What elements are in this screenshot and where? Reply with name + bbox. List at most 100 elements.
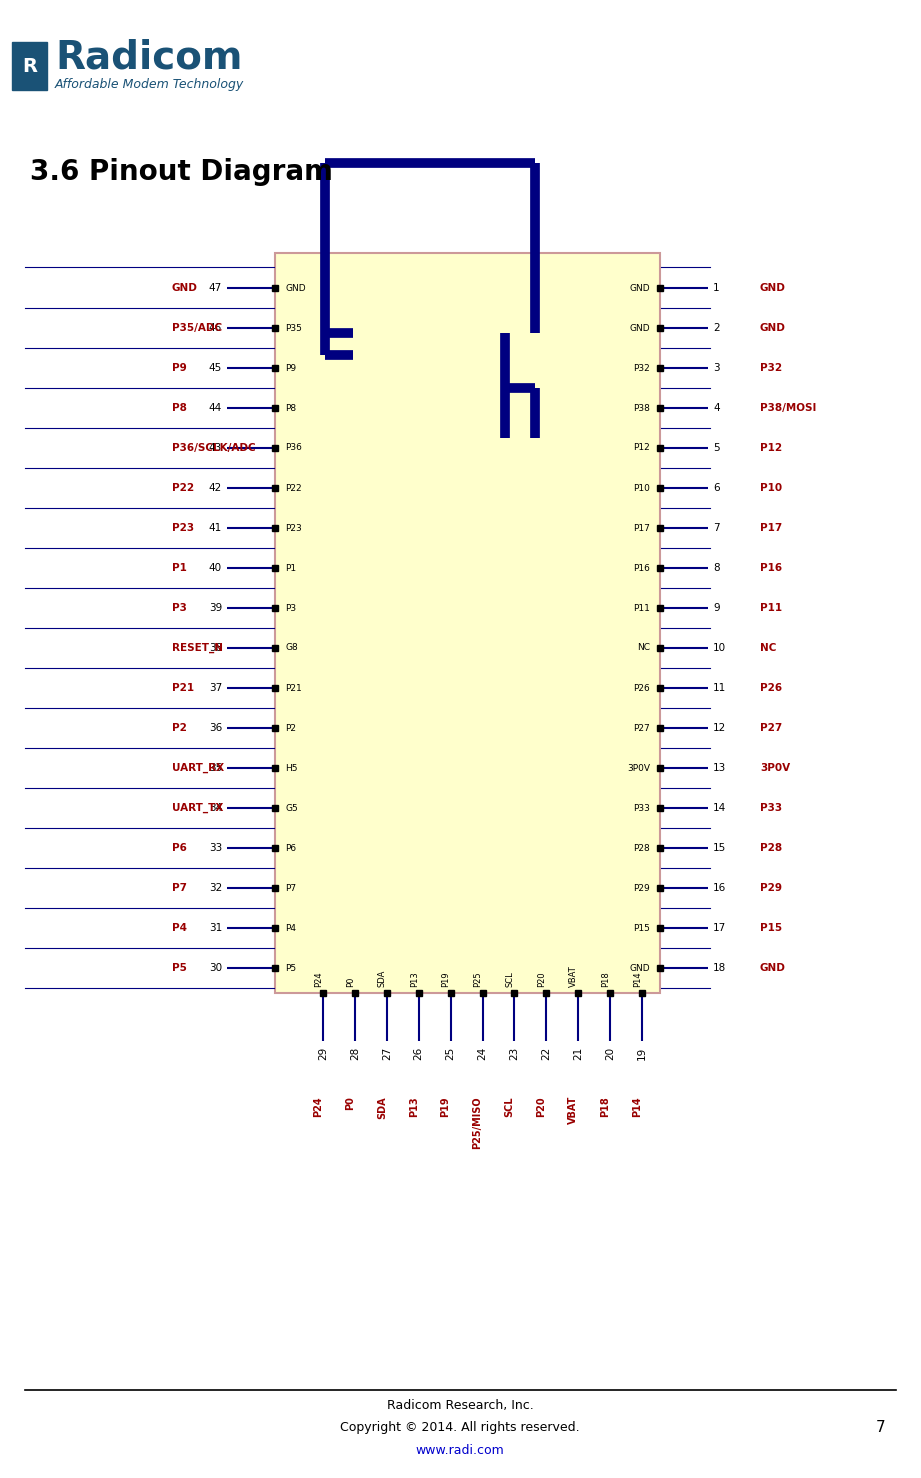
Text: P24: P24 — [313, 1097, 323, 1116]
Text: P32: P32 — [634, 364, 650, 372]
Text: P3: P3 — [285, 603, 297, 612]
Text: 3.6 Pinout Diagram: 3.6 Pinout Diagram — [30, 158, 333, 186]
Text: P21: P21 — [285, 683, 302, 693]
Text: 43: 43 — [209, 443, 222, 452]
Text: 28: 28 — [350, 1046, 360, 1060]
Text: P1: P1 — [172, 563, 187, 573]
Text: P4: P4 — [172, 922, 187, 933]
Text: 12: 12 — [713, 723, 727, 733]
Text: 4: 4 — [713, 403, 719, 412]
Text: NC: NC — [637, 643, 650, 652]
Text: P23: P23 — [172, 523, 194, 534]
Text: P36/SCLK/ADC: P36/SCLK/ADC — [172, 443, 256, 452]
Text: P24: P24 — [314, 971, 323, 987]
Text: 15: 15 — [713, 842, 727, 853]
Text: P19: P19 — [441, 971, 450, 987]
Text: 10: 10 — [713, 643, 726, 653]
Text: P27: P27 — [760, 723, 782, 733]
Text: 34: 34 — [209, 803, 222, 813]
Text: P35/ADC: P35/ADC — [172, 324, 222, 333]
Text: P9: P9 — [172, 364, 187, 372]
Text: GND: GND — [760, 324, 786, 333]
Text: P18: P18 — [600, 1097, 610, 1117]
Text: P8: P8 — [172, 403, 187, 412]
Text: 1: 1 — [713, 282, 719, 293]
Text: P15: P15 — [633, 924, 650, 933]
Text: 7: 7 — [713, 523, 719, 534]
Text: P2: P2 — [172, 723, 187, 733]
Text: 25: 25 — [446, 1046, 456, 1060]
Text: GND: GND — [760, 282, 786, 293]
Text: P2: P2 — [285, 724, 296, 733]
Text: P21: P21 — [172, 683, 194, 693]
Text: P4: P4 — [285, 924, 296, 933]
Text: SCL: SCL — [506, 971, 515, 987]
Text: P12: P12 — [634, 443, 650, 452]
Text: P12: P12 — [760, 443, 782, 452]
Text: NC: NC — [760, 643, 776, 653]
Text: P14: P14 — [633, 971, 642, 987]
Text: 3P0V: 3P0V — [760, 763, 790, 773]
Text: UART_RX: UART_RX — [172, 763, 224, 773]
Text: 27: 27 — [382, 1046, 391, 1060]
Text: 18: 18 — [713, 964, 727, 973]
Text: VBAT: VBAT — [568, 1097, 578, 1125]
Text: 22: 22 — [542, 1046, 552, 1060]
Text: P16: P16 — [760, 563, 782, 573]
Text: GND: GND — [629, 964, 650, 973]
Text: P38: P38 — [633, 403, 650, 412]
Text: 39: 39 — [209, 603, 222, 613]
Text: Copyright © 2014. All rights reserved.: Copyright © 2014. All rights reserved. — [340, 1422, 580, 1435]
Text: P27: P27 — [634, 724, 650, 733]
Text: SDA: SDA — [378, 970, 387, 987]
Text: GND: GND — [760, 964, 786, 973]
Text: 3: 3 — [713, 364, 719, 372]
Text: Affordable Modem Technology: Affordable Modem Technology — [55, 78, 244, 92]
Text: P17: P17 — [760, 523, 782, 534]
Text: 8: 8 — [713, 563, 719, 573]
Text: SCL: SCL — [505, 1097, 515, 1116]
Text: GND: GND — [629, 284, 650, 293]
Text: 6: 6 — [713, 483, 719, 494]
Text: P17: P17 — [633, 523, 650, 532]
Text: GND: GND — [285, 284, 306, 293]
Text: 37: 37 — [209, 683, 222, 693]
Text: 47: 47 — [209, 282, 222, 293]
Text: 3P0V: 3P0V — [627, 764, 650, 773]
Text: GND: GND — [629, 324, 650, 333]
Text: G5: G5 — [285, 804, 297, 813]
Text: 32: 32 — [209, 882, 222, 893]
Text: P25: P25 — [473, 971, 483, 987]
Text: P20: P20 — [536, 1097, 546, 1116]
Text: H5: H5 — [285, 764, 297, 773]
Text: 30: 30 — [209, 964, 222, 973]
Text: P1: P1 — [285, 563, 297, 572]
Text: P25/MISO: P25/MISO — [472, 1097, 483, 1148]
Text: 33: 33 — [209, 842, 222, 853]
Text: 14: 14 — [713, 803, 727, 813]
Text: P35: P35 — [285, 324, 302, 333]
Text: P33: P33 — [633, 804, 650, 813]
Text: 16: 16 — [713, 882, 727, 893]
Text: 7: 7 — [875, 1420, 885, 1435]
Text: 29: 29 — [318, 1046, 328, 1060]
Text: 13: 13 — [713, 763, 727, 773]
FancyBboxPatch shape — [12, 41, 47, 90]
Text: P3: P3 — [172, 603, 187, 613]
Text: P6: P6 — [285, 844, 297, 853]
Text: P26: P26 — [760, 683, 782, 693]
Text: P10: P10 — [633, 483, 650, 492]
Text: P28: P28 — [760, 842, 782, 853]
Text: P36: P36 — [285, 443, 302, 452]
Text: 31: 31 — [209, 922, 222, 933]
Text: P10: P10 — [760, 483, 782, 494]
Text: 41: 41 — [209, 523, 222, 534]
Text: P5: P5 — [172, 964, 187, 973]
Text: P15: P15 — [760, 922, 782, 933]
Text: 38: 38 — [209, 643, 222, 653]
Text: VBAT: VBAT — [569, 965, 578, 987]
Text: G8: G8 — [285, 643, 297, 652]
Text: 19: 19 — [637, 1046, 647, 1060]
Text: 2: 2 — [713, 324, 719, 333]
Text: P11: P11 — [760, 603, 782, 613]
